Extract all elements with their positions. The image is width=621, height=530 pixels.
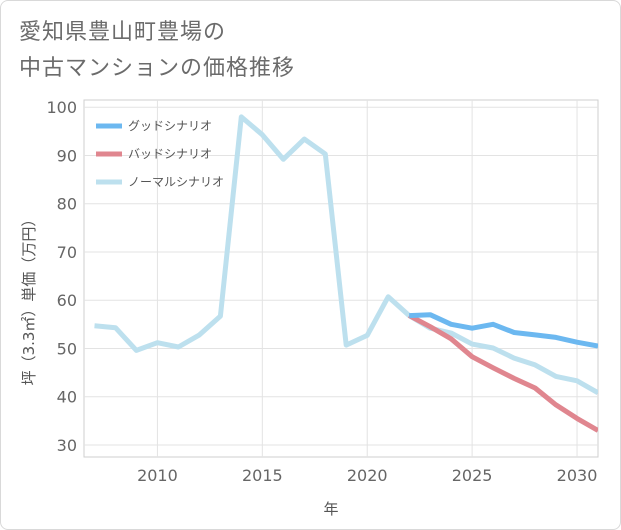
x-tick-label: 2030 [557, 466, 598, 485]
legend-label-good: グッドシナリオ [128, 119, 212, 133]
series-line-bad [408, 313, 598, 433]
chart-title-line-1: 愛知県豊山町豊場の [19, 20, 227, 45]
y-axis-title: 坪（3.3㎡）単価（万円） [20, 212, 38, 386]
x-tick-label: 2020 [347, 466, 388, 485]
legend-label-bad: バッドシナリオ [128, 147, 212, 161]
plot-frame [83, 99, 599, 458]
chart-title: 愛知県豊山町豊場の 中古マンションの価格推移 [19, 15, 295, 87]
y-tick-label: 40 [57, 388, 77, 407]
x-tick-label: 2010 [137, 466, 178, 485]
y-tick-label: 70 [57, 243, 77, 262]
series-line-good [409, 312, 598, 349]
y-tick-label: 80 [57, 195, 77, 214]
y-tick-label: 90 [57, 146, 77, 165]
series-line-normal [94, 114, 598, 395]
y-tick-label: 60 [57, 291, 77, 310]
x-tick-label: 2015 [242, 466, 283, 485]
y-tick-label: 30 [57, 436, 77, 455]
x-axis-title: 年 [323, 500, 338, 518]
legend-label-normal: ノーマルシナリオ [128, 175, 224, 189]
y-tick-label: 100 [46, 98, 77, 117]
x-tick-label: 2025 [452, 466, 493, 485]
y-tick-label: 50 [57, 339, 77, 358]
chart-title-line-2: 中古マンションの価格推移 [19, 56, 296, 81]
